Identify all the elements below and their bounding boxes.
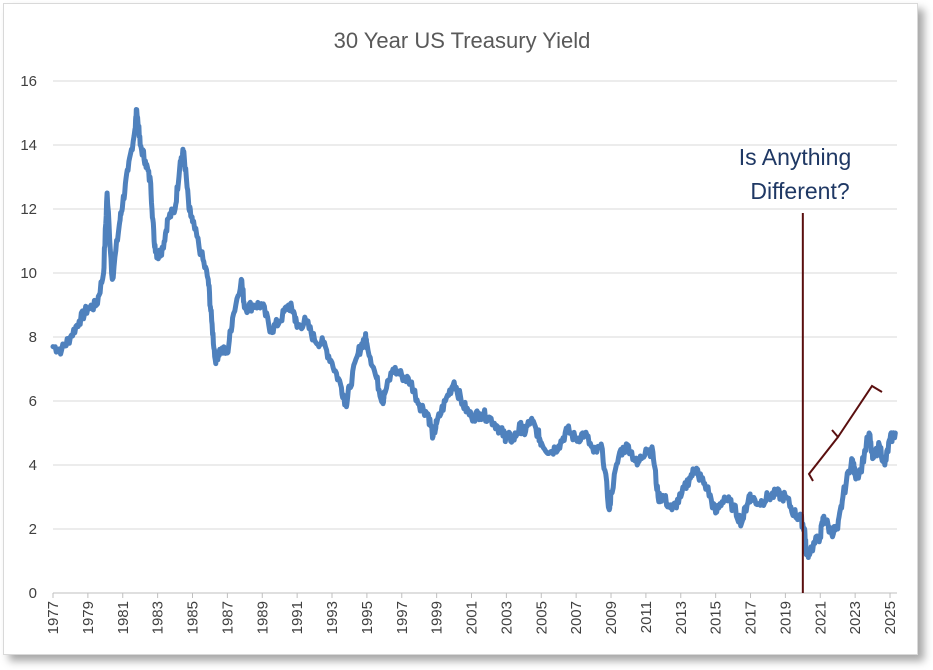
- yield-series-line: [50, 107, 898, 560]
- x-tick-label: 1983: [150, 601, 167, 634]
- x-tick-label: 2011: [638, 601, 655, 633]
- y-tick-label: 10: [20, 265, 37, 282]
- x-tick-label: 1989: [254, 601, 271, 634]
- trend-brace: [807, 384, 883, 482]
- x-tick-label: 2003: [498, 601, 515, 634]
- x-tick-label: 1997: [394, 601, 411, 634]
- chart-title: 30 Year US Treasury Yield: [334, 28, 591, 53]
- x-tick-label: 1985: [185, 601, 202, 634]
- x-tick-label: 1991: [289, 601, 306, 634]
- y-tick-label: 16: [20, 73, 37, 90]
- x-tick-label: 1987: [219, 601, 236, 634]
- x-tick-label: 1999: [429, 601, 446, 634]
- x-tick-label: 1979: [80, 601, 97, 634]
- chart-frame: [3, 3, 918, 655]
- x-tick-label: 2007: [568, 601, 585, 634]
- y-tick-label: 6: [29, 393, 37, 410]
- x-tick-label: 2021: [812, 601, 829, 634]
- x-tick-label: 2025: [882, 601, 899, 634]
- y-tick-label: 0: [29, 585, 37, 602]
- x-tick-label: 2013: [673, 601, 690, 634]
- x-tick-label: 2001: [464, 601, 481, 634]
- y-tick-label: 14: [20, 137, 37, 154]
- x-tick-label: 2017: [743, 601, 760, 634]
- x-tick-label: 2019: [777, 601, 794, 634]
- x-axis-ticks: 1977 1979 1981 1983 1985 1987 1989 1991 1993 1995…: [45, 593, 899, 634]
- x-tick-label: 2015: [708, 601, 725, 634]
- x-tick-label: 1993: [324, 601, 341, 634]
- x-tick-label: 1981: [115, 601, 132, 634]
- x-tick-label: 2023: [847, 601, 864, 634]
- x-tick-label: 2005: [533, 601, 550, 634]
- y-tick-label: 8: [29, 329, 37, 346]
- x-tick-label: 1995: [359, 601, 376, 634]
- x-tick-label: 2009: [603, 601, 620, 634]
- y-tick-label: 4: [29, 457, 37, 474]
- annotation-text-line2: Different?: [750, 178, 849, 204]
- y-tick-label: 2: [29, 521, 37, 538]
- y-axis-ticks: 0 2 4 6 8 10 12 14 16: [20, 73, 37, 602]
- y-tick-label: 12: [20, 201, 37, 218]
- annotation-text-line1: Is Anything: [739, 144, 852, 170]
- x-tick-label: 1977: [45, 601, 62, 634]
- gridlines: [53, 80, 897, 530]
